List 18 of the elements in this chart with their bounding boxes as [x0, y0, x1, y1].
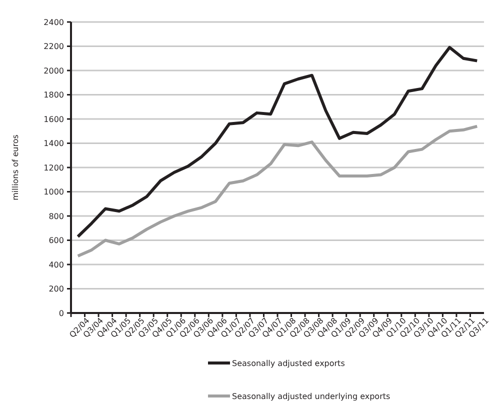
line-series: [76, 124, 479, 258]
y-tick-label: 0: [58, 308, 64, 318]
line-series: [76, 46, 479, 238]
y-tick-label: 800: [48, 212, 64, 221]
y-tick-label: 1400: [44, 139, 64, 148]
y-axis-title: millions of euros: [11, 134, 20, 200]
y-tick-label: 400: [48, 260, 64, 270]
y-tick-label: 1800: [44, 90, 64, 100]
y-tick-label: 2400: [44, 18, 64, 27]
y-tick-label: 2000: [44, 66, 64, 76]
legend-label: Seasonally adjusted underlying exports: [232, 392, 390, 401]
y-tick-label: 1600: [44, 114, 64, 124]
y-tick-label: 200: [48, 284, 64, 294]
y-tick-label: 2200: [44, 42, 64, 52]
y-tick-label: 1000: [44, 188, 64, 197]
y-tick-label: 600: [48, 236, 64, 246]
y-tick-label: 1200: [44, 163, 64, 172]
legend-label: Seasonally adjusted exports: [232, 358, 345, 368]
